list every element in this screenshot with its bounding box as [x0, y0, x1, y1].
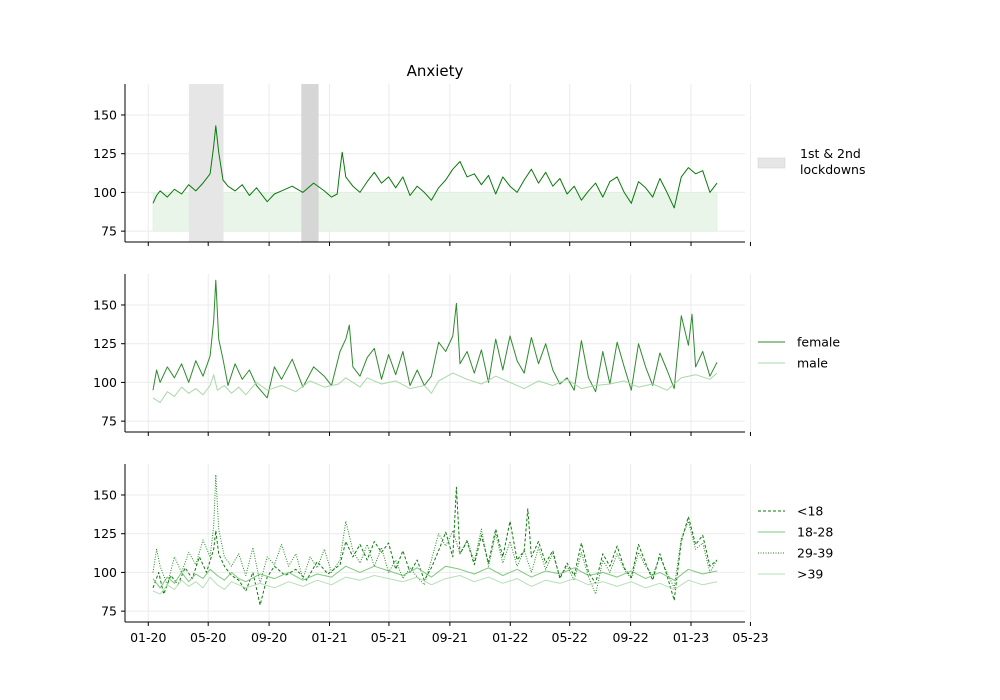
y-tick-label: 100	[93, 185, 117, 200]
y-tick-label: 75	[101, 604, 117, 619]
x-tick-label: 01-20	[130, 630, 166, 645]
panel-3: 75 100 125 150 01-20 05-20 09-20 01-21 05-21 09-2…	[93, 464, 833, 645]
lockdown-shade-2	[301, 84, 319, 242]
x-tick-label: 01-21	[311, 630, 347, 645]
y-tick-label: 100	[93, 375, 117, 390]
y-tick-label: 150	[93, 297, 117, 312]
series-line-18-28	[152, 565, 718, 589]
series-line-<18	[152, 486, 718, 606]
chart-title: Anxiety	[407, 62, 464, 80]
y-tick-label: 100	[93, 565, 117, 580]
y-tick-label: 125	[93, 336, 117, 351]
legend-label->39: >39	[797, 567, 823, 582]
y-tick-label: 125	[93, 146, 117, 161]
x-tick-label: 09-22	[612, 630, 648, 645]
series-line-panel1	[152, 125, 718, 209]
series-line-male	[152, 372, 718, 404]
baseline-band	[152, 192, 718, 232]
x-tick-label: 05-21	[371, 630, 407, 645]
x-tick-label: 05-22	[552, 630, 588, 645]
x-tick-label: 01-22	[492, 630, 528, 645]
y-tick-label: 75	[101, 224, 117, 239]
legend-label-29-39: 29-39	[797, 546, 833, 561]
legend-label-lockdowns-line2: lockdowns	[800, 162, 865, 177]
y-tick-label: 150	[93, 487, 117, 502]
legend-label-female: female	[797, 335, 840, 350]
legend-label-male: male	[797, 356, 828, 371]
legend-panel-3: <18 18-28 29-39 >39	[758, 504, 833, 582]
x-tick-label: 01-23	[673, 630, 709, 645]
lockdown-shade-1	[188, 84, 224, 242]
y-tick-label: 150	[93, 107, 117, 122]
legend-label-18-28: 18-28	[797, 525, 833, 540]
legend-swatch-lockdowns	[757, 157, 786, 169]
x-tick-label: 05-20	[190, 630, 226, 645]
y-tick-label: 75	[101, 414, 117, 429]
series-line->39	[152, 575, 718, 595]
legend-panel-2: female male	[758, 335, 840, 371]
x-tick-label: 09-20	[251, 630, 287, 645]
x-tick-label: 05-23	[732, 630, 768, 645]
series-line-female	[152, 279, 718, 399]
x-tick-label: 09-21	[432, 630, 468, 645]
legend-label-<18: <18	[797, 504, 823, 519]
legend-label-lockdowns-line1: 1st & 2nd	[800, 146, 861, 161]
panel-2: 75 100 125 150 female male	[93, 274, 840, 436]
y-tick-label: 125	[93, 526, 117, 541]
